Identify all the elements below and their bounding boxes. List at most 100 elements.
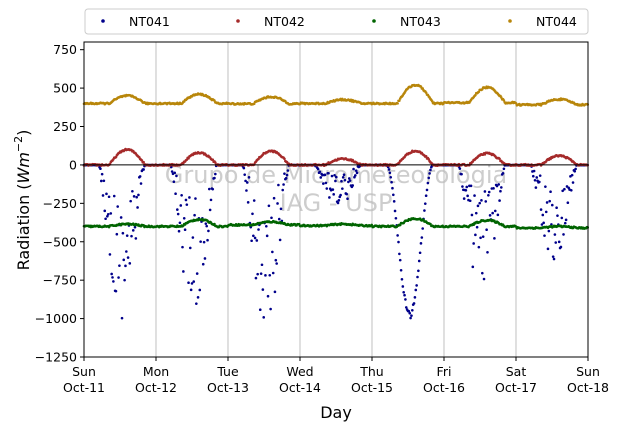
legend-label-nt041: NT041 — [129, 14, 170, 29]
y-tick-label: 500 — [53, 81, 77, 96]
point-nt041 — [556, 214, 559, 217]
point-nt041 — [125, 234, 129, 237]
point-nt041 — [202, 240, 206, 244]
gridlines — [155, 42, 517, 357]
point-nt041 — [478, 201, 482, 205]
point-nt041 — [243, 173, 246, 176]
point-nt041 — [347, 177, 351, 180]
point-nt041 — [402, 290, 405, 294]
point-nt041 — [404, 306, 408, 309]
point-nt041 — [196, 296, 200, 299]
point-nt041 — [130, 234, 133, 238]
point-nt041 — [493, 209, 497, 213]
point-nt041 — [273, 290, 277, 294]
point-nt041 — [286, 169, 290, 172]
point-nt041 — [571, 181, 575, 184]
point-nt041 — [539, 208, 543, 211]
point-nt041 — [403, 293, 406, 297]
point-nt041 — [262, 316, 266, 319]
point-nt041 — [392, 193, 395, 197]
y-axis-label-unit: Wm — [14, 152, 33, 183]
point-nt041 — [470, 213, 474, 217]
point-nt041 — [211, 187, 215, 191]
point-nt041 — [332, 193, 336, 196]
point-nt041 — [563, 187, 566, 191]
point-nt041 — [116, 205, 119, 208]
point-nt041 — [426, 181, 430, 185]
point-nt041 — [271, 250, 274, 254]
point-nt041 — [207, 187, 211, 191]
point-nt041 — [285, 173, 289, 177]
point-nt041 — [493, 237, 496, 240]
point-nt041 — [275, 262, 278, 265]
point-nt041 — [323, 173, 327, 177]
point-nt041 — [393, 209, 397, 213]
point-nt041 — [195, 302, 198, 305]
point-nt041 — [139, 182, 143, 185]
y-axis-label-close: ) — [14, 130, 33, 136]
point-nt041 — [495, 184, 499, 188]
point-nt042 — [283, 157, 286, 161]
point-nt041 — [258, 308, 262, 312]
point-nt041 — [137, 193, 140, 197]
point-nt041 — [208, 208, 212, 212]
point-nt041 — [538, 180, 541, 184]
x-tick-label-date: Oct-17 — [495, 380, 537, 395]
point-nt041 — [268, 273, 272, 277]
legend-marker-nt042 — [236, 19, 240, 23]
point-nt041 — [180, 193, 183, 197]
point-nt041 — [553, 233, 557, 236]
x-tick-label-day: Wed — [286, 364, 313, 379]
point-nt041 — [115, 232, 119, 236]
point-nt041 — [187, 281, 190, 285]
point-nt041 — [532, 169, 536, 173]
x-tick-label-date: Oct-15 — [351, 380, 393, 395]
point-nt041 — [176, 212, 180, 216]
point-nt041 — [110, 272, 113, 276]
point-nt041 — [103, 209, 107, 213]
point-nt041 — [260, 263, 264, 267]
point-nt041 — [398, 252, 401, 256]
point-nt042 — [142, 160, 145, 164]
point-nt041 — [497, 183, 501, 186]
point-nt041 — [465, 185, 469, 189]
y-tick-label: −750 — [43, 273, 77, 288]
point-nt041 — [283, 172, 286, 175]
point-nt041 — [429, 168, 432, 172]
point-nt041 — [460, 172, 463, 176]
point-nt041 — [194, 197, 197, 200]
point-nt041 — [392, 200, 396, 203]
point-nt041 — [195, 272, 199, 275]
point-nt041 — [560, 216, 564, 220]
point-nt041 — [259, 272, 263, 275]
point-nt041 — [425, 188, 429, 192]
point-nt041 — [343, 178, 347, 182]
point-nt041 — [544, 185, 547, 188]
point-nt041 — [134, 237, 138, 240]
point-nt041 — [400, 277, 404, 281]
point-nt041 — [209, 198, 213, 202]
legend-frame — [84, 8, 589, 35]
point-nt041 — [111, 276, 114, 279]
x-tick-label-day: Sat — [506, 364, 527, 379]
point-nt041 — [132, 195, 136, 198]
point-nt044 — [424, 91, 428, 94]
point-nt041 — [417, 259, 421, 263]
point-nt041 — [175, 174, 178, 178]
point-nt041 — [126, 256, 130, 259]
point-nt041 — [540, 223, 544, 226]
point-nt041 — [106, 213, 110, 216]
y-axis-label-exponent: −2 — [12, 136, 25, 152]
point-nt041 — [282, 183, 285, 186]
series-nt043 — [82, 216, 590, 230]
point-nt041 — [271, 271, 275, 275]
point-nt041 — [413, 296, 417, 299]
point-nt041 — [114, 289, 118, 293]
point-nt041 — [242, 166, 246, 170]
x-tick-label-day: Mon — [143, 364, 169, 379]
point-nt041 — [538, 174, 542, 177]
point-nt041 — [254, 276, 258, 280]
point-nt041 — [570, 188, 573, 192]
watermark-line-2: IAG - USP — [280, 189, 393, 217]
